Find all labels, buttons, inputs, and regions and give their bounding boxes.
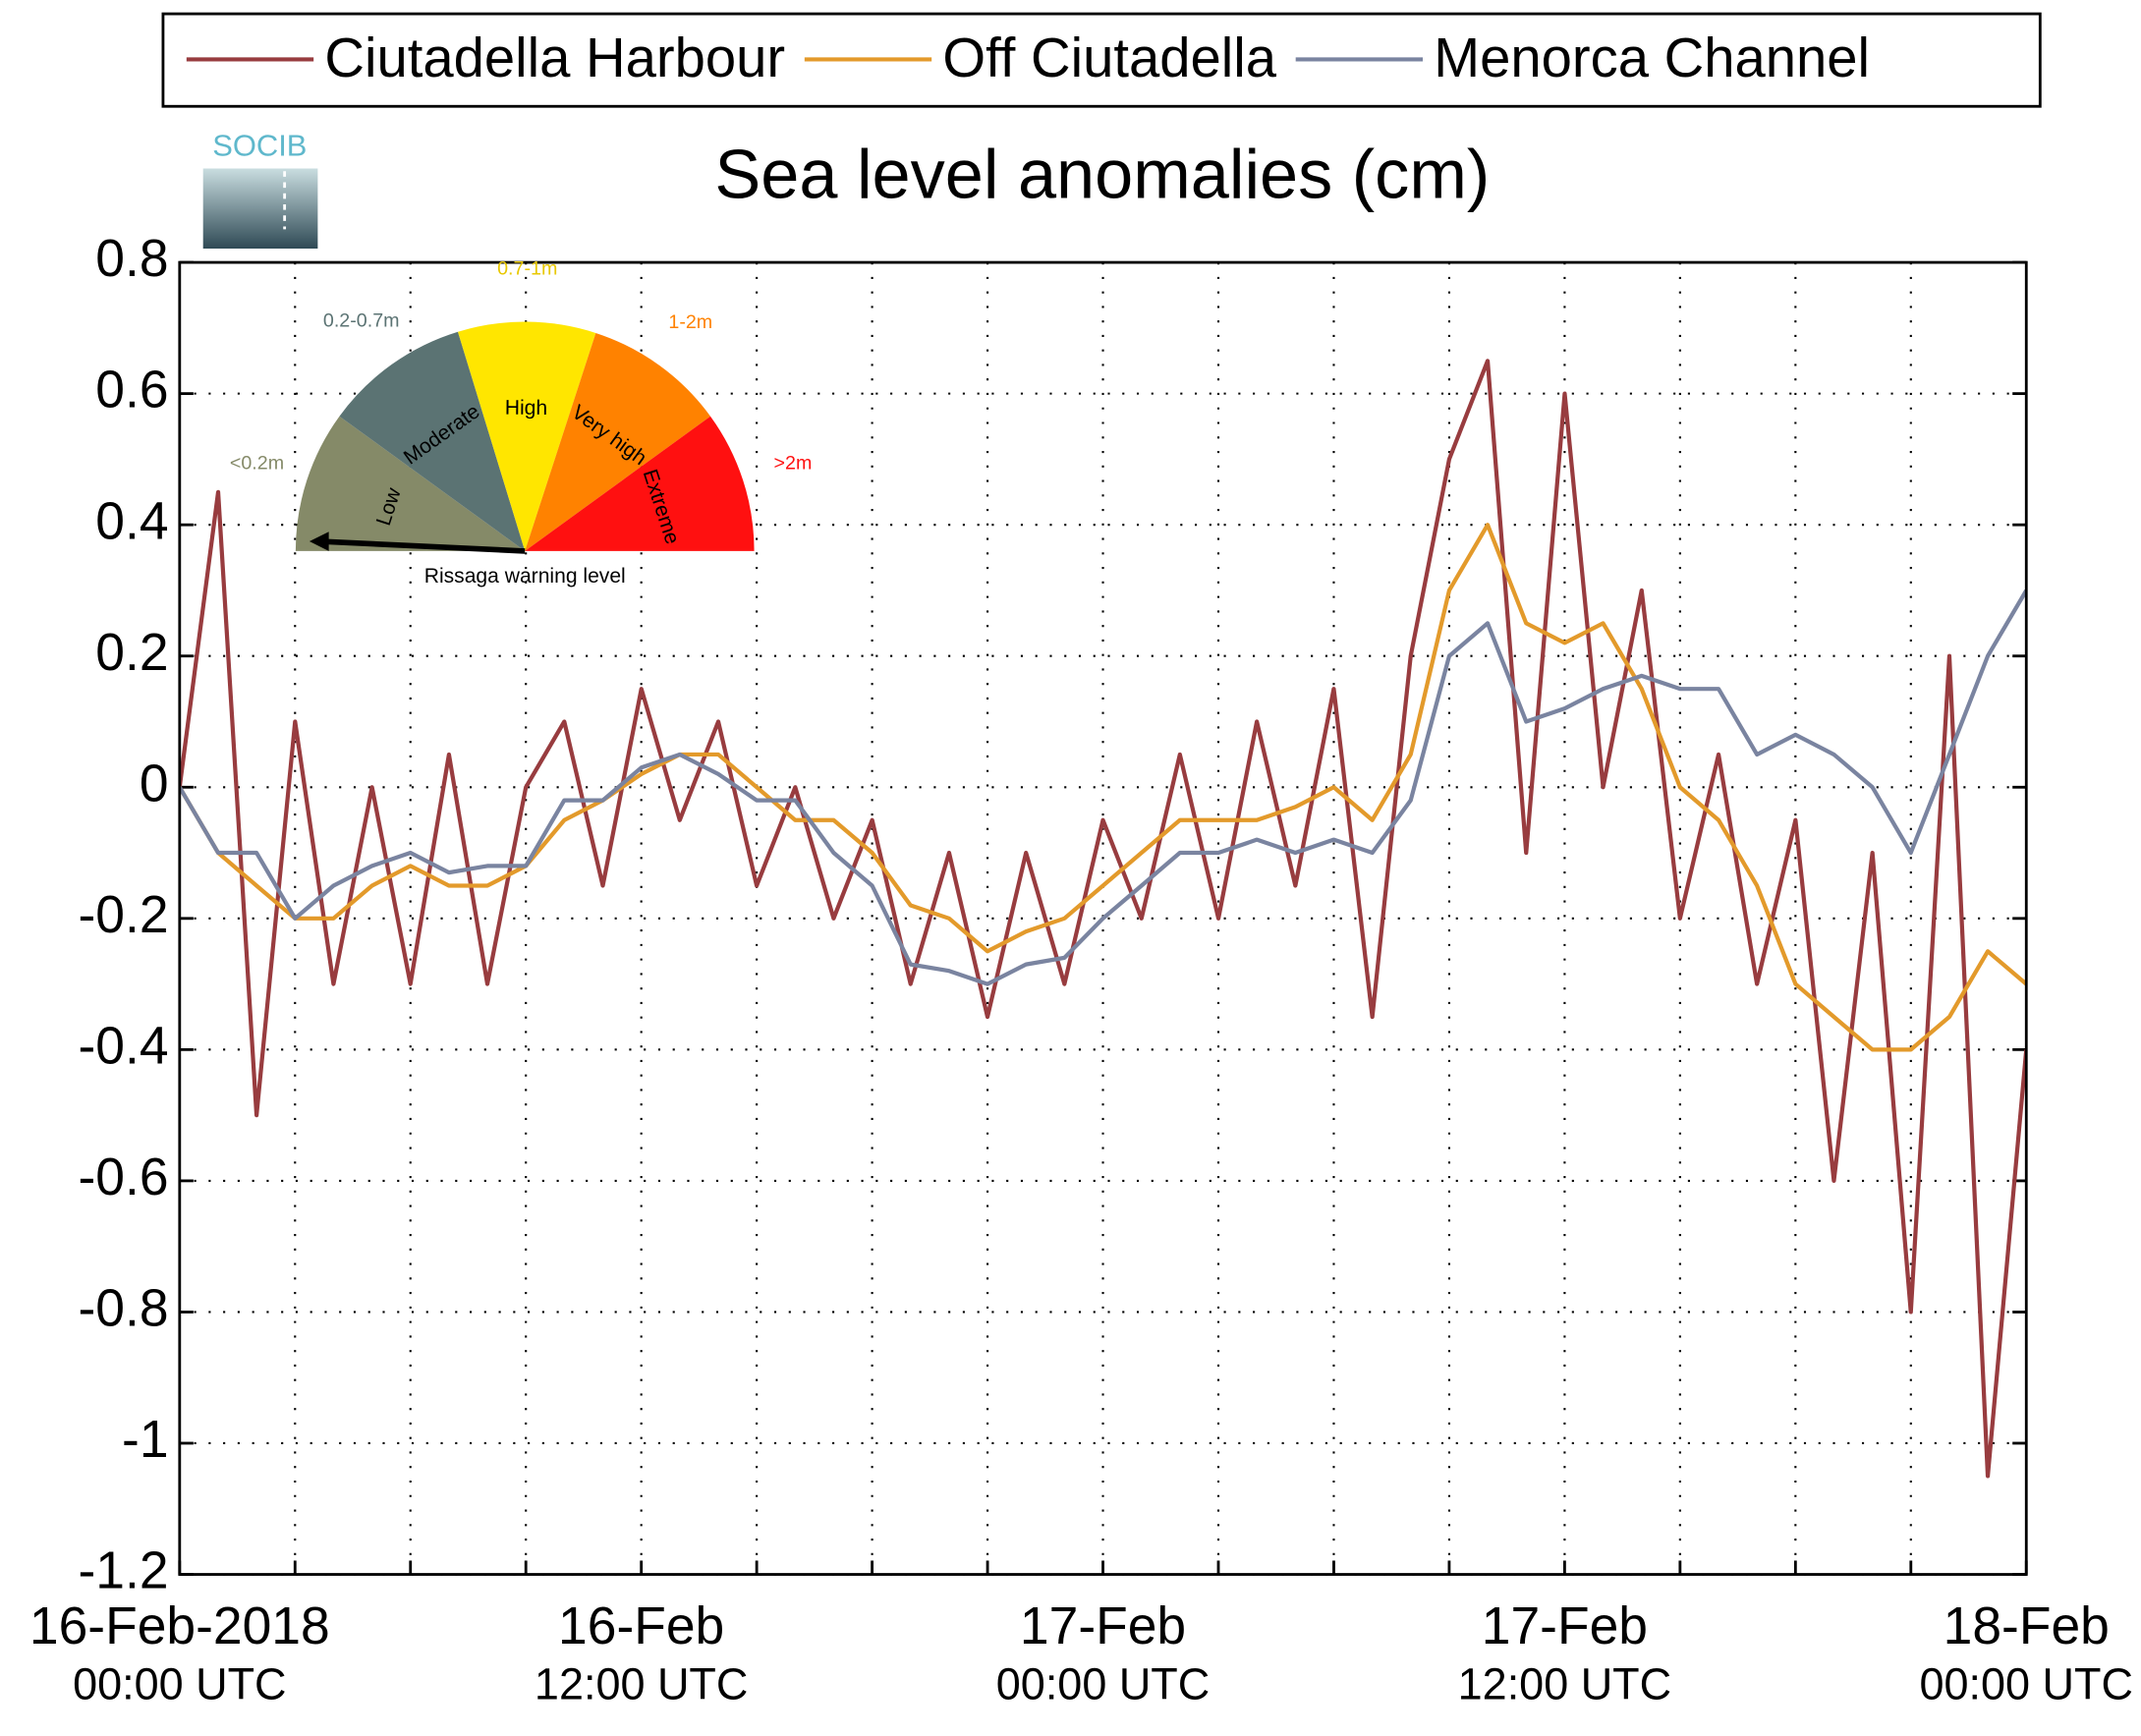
x-tick-label: 16-Feb-2018 [29, 1597, 330, 1655]
x-tick-label: 18-Feb [1944, 1597, 2110, 1655]
gauge-level-range: 0.2-0.7m [323, 310, 400, 332]
y-tick-label: 0.4 [95, 492, 168, 550]
legend-label: Ciutadella Harbour [324, 27, 785, 88]
gauge-needle-head [309, 532, 329, 551]
gauge-level-range: 0.7-1m [497, 257, 557, 279]
legend-label: Menorca Channel [1434, 27, 1870, 88]
x-tick-label: 12:00 UTC [1458, 1659, 1671, 1709]
x-tick-label: 17-Feb [1482, 1597, 1648, 1655]
x-tick-label: 12:00 UTC [535, 1659, 748, 1709]
y-tick-label: -0.2 [79, 886, 169, 944]
gauge-segment [339, 331, 526, 551]
x-tick-label: 00:00 UTC [73, 1659, 286, 1709]
logo: SOCIB [202, 129, 318, 250]
gauge-segment [525, 416, 755, 551]
y-tick-label: 0.8 [95, 230, 168, 288]
legend-box [161, 12, 2042, 108]
y-tick-label: -0.4 [79, 1017, 169, 1075]
x-tick-label: 00:00 UTC [1920, 1659, 2133, 1709]
gauge-level-range: 1-2m [668, 311, 712, 333]
y-tick-label: -0.6 [79, 1148, 169, 1206]
y-tick-label: -1.2 [79, 1542, 169, 1600]
logo-text: SOCIB [212, 129, 307, 163]
gauge-segment [458, 321, 596, 551]
y-tick-label: 0 [140, 755, 169, 812]
axes-box [178, 260, 2028, 1576]
y-tick-label: -1 [122, 1411, 168, 1469]
x-tick-label: 17-Feb [1020, 1597, 1186, 1655]
chart-title: Sea level anomalies (cm) [714, 135, 1490, 212]
gauge-level-range: <0.2m [230, 452, 284, 474]
gauge-caption: Rissaga warning level [424, 565, 626, 588]
gauge-segment [525, 332, 711, 551]
series-line [179, 523, 2027, 1052]
x-tick-label: 16-Feb [558, 1597, 724, 1655]
gauge-needle [320, 538, 526, 554]
x-tick-label: 00:00 UTC [996, 1659, 1210, 1709]
y-tick-label: 0.2 [95, 624, 168, 682]
y-tick-label: 0.6 [95, 362, 168, 420]
series-line [179, 359, 2027, 1479]
logo-mark [202, 168, 318, 250]
gauge-level-range: >2m [774, 452, 813, 474]
series-line [179, 588, 2027, 986]
plot-area: -1.2 -1 -0.8 -0.6 -0.4 -0.2 0 0.2 0.4 0.6 0.8 16-Fe… [29, 230, 2133, 1708]
gauge-segment [295, 416, 526, 551]
gauge-level-name: High [505, 397, 548, 420]
y-tick-label: -0.8 [79, 1280, 169, 1338]
legend-label: Off Ciutadella [942, 27, 1276, 88]
